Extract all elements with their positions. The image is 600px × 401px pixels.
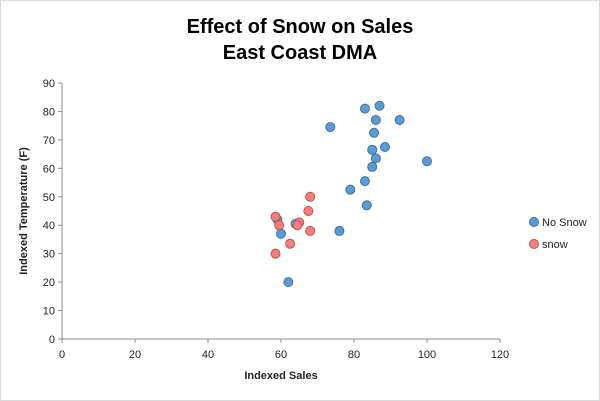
y-tick-label: 10 — [43, 306, 55, 318]
data-point-no-snow — [359, 176, 370, 187]
data-point-no-snow — [394, 114, 405, 125]
data-point-no-snow — [276, 228, 286, 239]
x-tick-label: 0 — [59, 349, 65, 361]
y-tick-label: 30 — [43, 249, 55, 261]
legend-label: snow — [542, 239, 568, 251]
data-point-snow — [305, 225, 316, 236]
axes: 0 10 20 30 40 50 60 70 80 90 0 20 40 60 80 100 120 — [43, 78, 509, 361]
y-tick-label: 60 — [43, 163, 55, 175]
y-tick-label: 0 — [49, 334, 55, 346]
x-tick-label: 80 — [348, 349, 360, 361]
x-tick-label: 100 — [418, 349, 436, 361]
data-point-no-snow — [283, 277, 294, 288]
data-point-no-snow — [369, 127, 380, 138]
chart-subtitle: East Coast DMA — [223, 42, 377, 64]
data-point-no-snow — [325, 122, 336, 133]
legend-marker — [529, 217, 539, 227]
data-point-snow — [270, 248, 281, 259]
data-point-no-snow — [370, 153, 381, 164]
data-point-snow — [274, 220, 285, 231]
data-point-no-snow — [367, 161, 378, 172]
data-point-no-snow — [361, 200, 372, 211]
y-tick-label: 80 — [43, 106, 55, 118]
x-tick-label: 60 — [275, 349, 287, 361]
y-axis-title: Indexed Temperature (F) — [18, 147, 30, 275]
y-tick-label: 90 — [43, 78, 55, 90]
data-point-snow — [305, 191, 316, 202]
data-point-no-snow — [367, 144, 378, 155]
x-tick-label: 120 — [491, 349, 509, 361]
y-tick-label: 20 — [43, 277, 55, 289]
data-point-no-snow — [374, 100, 385, 111]
x-tick-label: 20 — [129, 349, 141, 361]
data-point-no-snow — [334, 225, 345, 236]
x-tick-label: 40 — [202, 349, 214, 361]
legend-marker — [529, 239, 539, 249]
data-point-no-snow — [380, 142, 391, 152]
data-point-no-snow — [345, 184, 356, 195]
data-point-no-snow — [370, 114, 381, 125]
y-tick-label: 70 — [43, 135, 55, 147]
legend: No Snow snow — [529, 217, 587, 251]
data-point-snow — [270, 211, 281, 222]
data-point-snow — [292, 220, 303, 231]
chart-title: Effect of Snow on Sales — [187, 16, 414, 38]
data-point-no-snow — [422, 156, 432, 167]
data-point-snow — [285, 238, 296, 249]
data-point-no-snow — [359, 103, 370, 114]
data-points — [270, 100, 432, 288]
y-tick-label: 40 — [43, 220, 55, 232]
y-tick-label: 50 — [43, 192, 55, 204]
legend-label: No Snow — [542, 217, 587, 229]
x-axis-title: Indexed Sales — [244, 370, 317, 382]
data-point-snow — [303, 206, 314, 216]
